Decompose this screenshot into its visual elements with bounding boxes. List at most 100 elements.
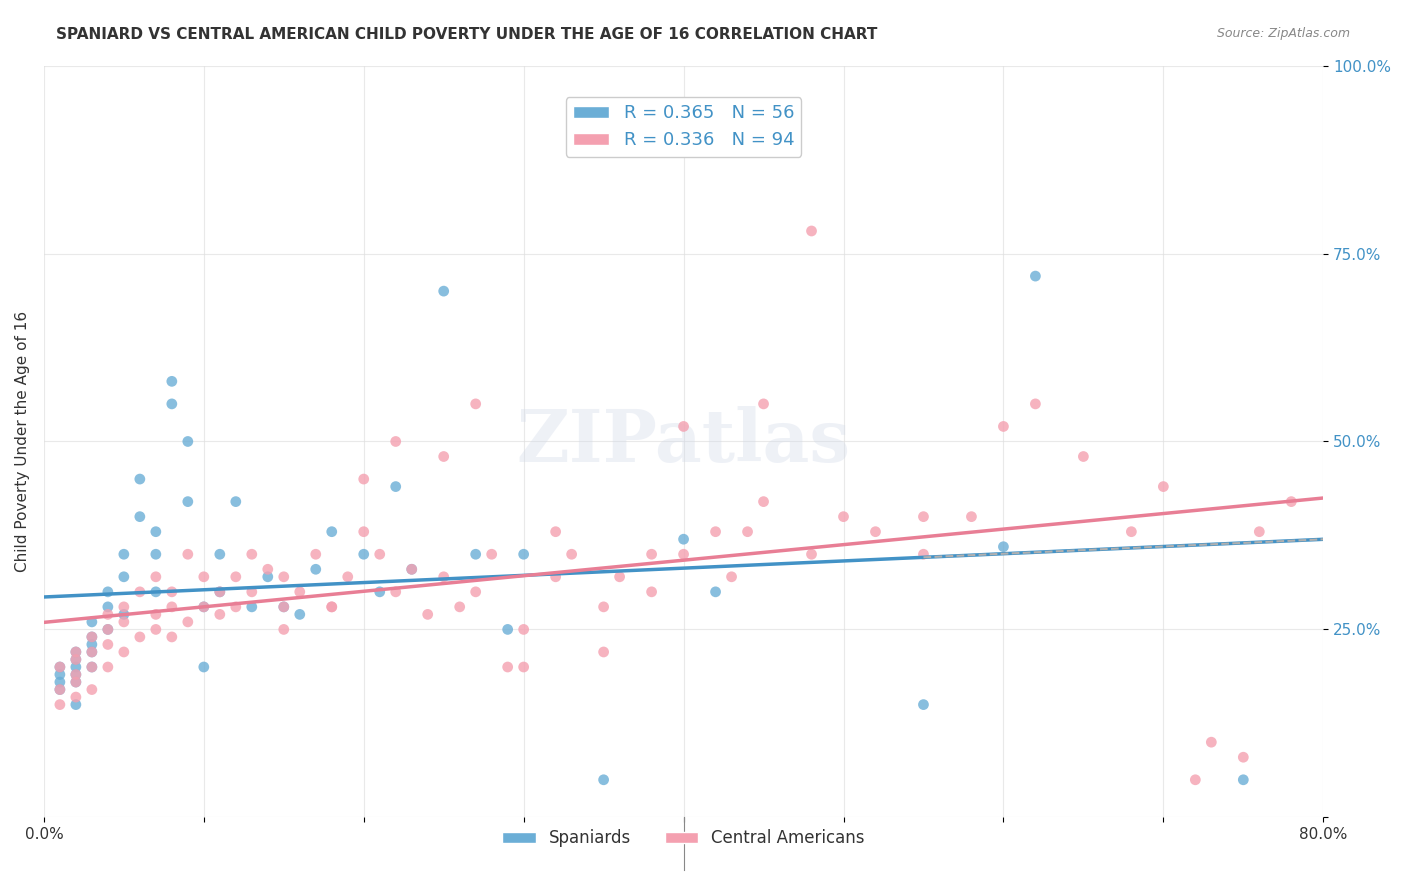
Point [1249,524,1271,539]
Point [49,660,72,674]
Point [177,494,200,508]
Point [496,623,519,637]
Point [273,599,295,614]
Point [512,547,534,561]
Point [305,547,328,561]
Point [273,599,295,614]
Point [177,434,200,449]
Point [145,623,167,637]
Point [128,630,150,644]
Point [160,397,183,411]
Point [353,472,375,486]
Point [65,652,87,666]
Point [1201,735,1223,749]
Point [496,660,519,674]
Point [97,623,120,637]
Point [1073,450,1095,464]
Point [592,645,614,659]
Point [112,599,135,614]
Point [737,524,759,539]
Point [193,599,215,614]
Point [128,584,150,599]
Point [640,584,662,599]
Point [321,524,343,539]
Point [97,637,120,651]
Point [65,652,87,666]
Point [177,547,200,561]
Point [1024,269,1046,284]
Point [240,599,263,614]
Point [97,584,120,599]
Point [464,547,486,561]
Point [208,547,231,561]
Point [225,599,247,614]
Point [960,509,983,524]
Point [672,419,695,434]
Point [752,397,775,411]
Point [384,584,406,599]
Point [609,570,631,584]
Point [65,645,87,659]
Point [240,547,263,561]
Point [993,540,1015,554]
Point [128,509,150,524]
Point [225,494,247,508]
Point [65,690,87,704]
Point [1152,480,1174,494]
Point [353,547,375,561]
Point [273,623,295,637]
Point [720,570,742,584]
Point [80,645,103,659]
Point [416,607,439,622]
Point [912,509,935,524]
Point [1232,750,1254,764]
Point [800,547,823,561]
Point [193,599,215,614]
Point [80,630,103,644]
Point [752,494,775,508]
Point [240,584,263,599]
Point [384,480,406,494]
Point [225,570,247,584]
Point [288,584,311,599]
Point [65,645,87,659]
Point [256,570,278,584]
Point [336,570,359,584]
Point [288,607,311,622]
Point [865,524,887,539]
Point [97,660,120,674]
Legend: Spaniards, Central Americans: Spaniards, Central Americans [496,822,872,855]
Point [1184,772,1206,787]
Point [464,397,486,411]
Point [1121,524,1143,539]
Point [832,509,855,524]
Point [112,570,135,584]
Point [112,607,135,622]
Point [512,660,534,674]
Point [800,224,823,238]
Point [80,660,103,674]
Point [433,450,456,464]
Point [49,682,72,697]
Point [193,570,215,584]
Point [208,584,231,599]
Point [49,675,72,690]
Point [384,434,406,449]
Point [208,607,231,622]
Point [704,584,727,599]
Point [912,547,935,561]
Point [145,547,167,561]
Point [1279,494,1302,508]
Point [49,682,72,697]
Point [464,584,486,599]
Point [640,547,662,561]
Point [561,547,583,561]
Point [65,698,87,712]
Point [65,675,87,690]
Text: Source: ZipAtlas.com: Source: ZipAtlas.com [1216,27,1350,40]
Point [433,570,456,584]
Point [80,645,103,659]
Point [321,599,343,614]
Point [208,584,231,599]
Point [592,772,614,787]
